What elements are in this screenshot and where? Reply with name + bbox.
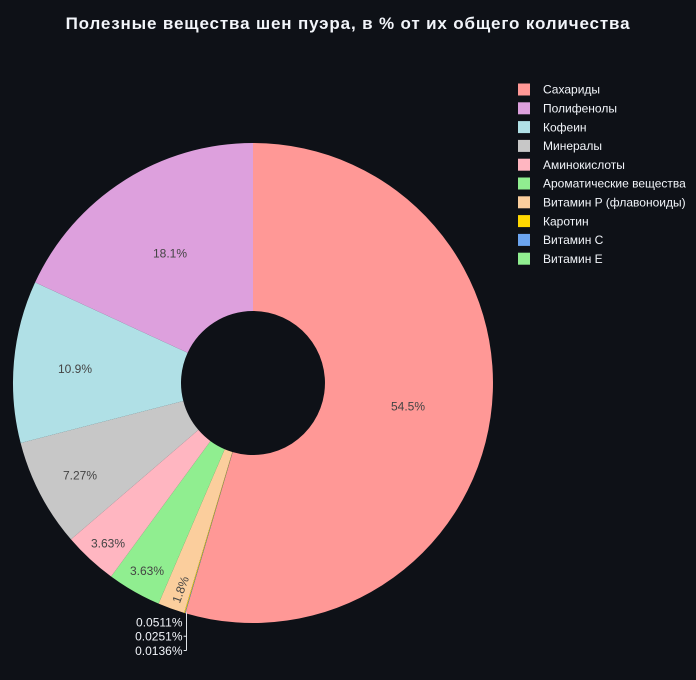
svg-text:54.5%: 54.5% bbox=[391, 400, 425, 414]
svg-text:0.0136%: 0.0136% bbox=[135, 644, 183, 658]
svg-text:7.27%: 7.27% bbox=[63, 468, 97, 482]
svg-text:3.63%: 3.63% bbox=[91, 537, 125, 551]
svg-text:Аминокислоты: Аминокислоты bbox=[543, 158, 625, 172]
svg-text:10.9%: 10.9% bbox=[58, 362, 92, 376]
svg-text:Витамин P (флавоноиды): Витамин P (флавоноиды) bbox=[543, 196, 686, 210]
svg-text:Каротин: Каротин bbox=[543, 214, 589, 228]
svg-text:Витамин E: Витамин E bbox=[543, 252, 603, 266]
svg-text:Минералы: Минералы bbox=[543, 139, 602, 153]
svg-text:Полезные вещества шен пуэра, в: Полезные вещества шен пуэра, в % от их о… bbox=[66, 14, 631, 33]
svg-text:18.1%: 18.1% bbox=[153, 246, 187, 260]
svg-text:Витамин C: Витамин C bbox=[543, 233, 604, 247]
svg-text:Кофеин: Кофеин bbox=[543, 120, 587, 134]
svg-text:3.63%: 3.63% bbox=[130, 564, 164, 578]
svg-text:0.0251%: 0.0251% bbox=[135, 630, 183, 644]
svg-text:0.0511%: 0.0511% bbox=[136, 615, 183, 629]
svg-text:Полифенолы: Полифенолы bbox=[543, 102, 617, 116]
svg-text:Сахариды: Сахариды bbox=[543, 83, 600, 97]
svg-text:Ароматические вещества: Ароматические вещества bbox=[543, 177, 686, 191]
